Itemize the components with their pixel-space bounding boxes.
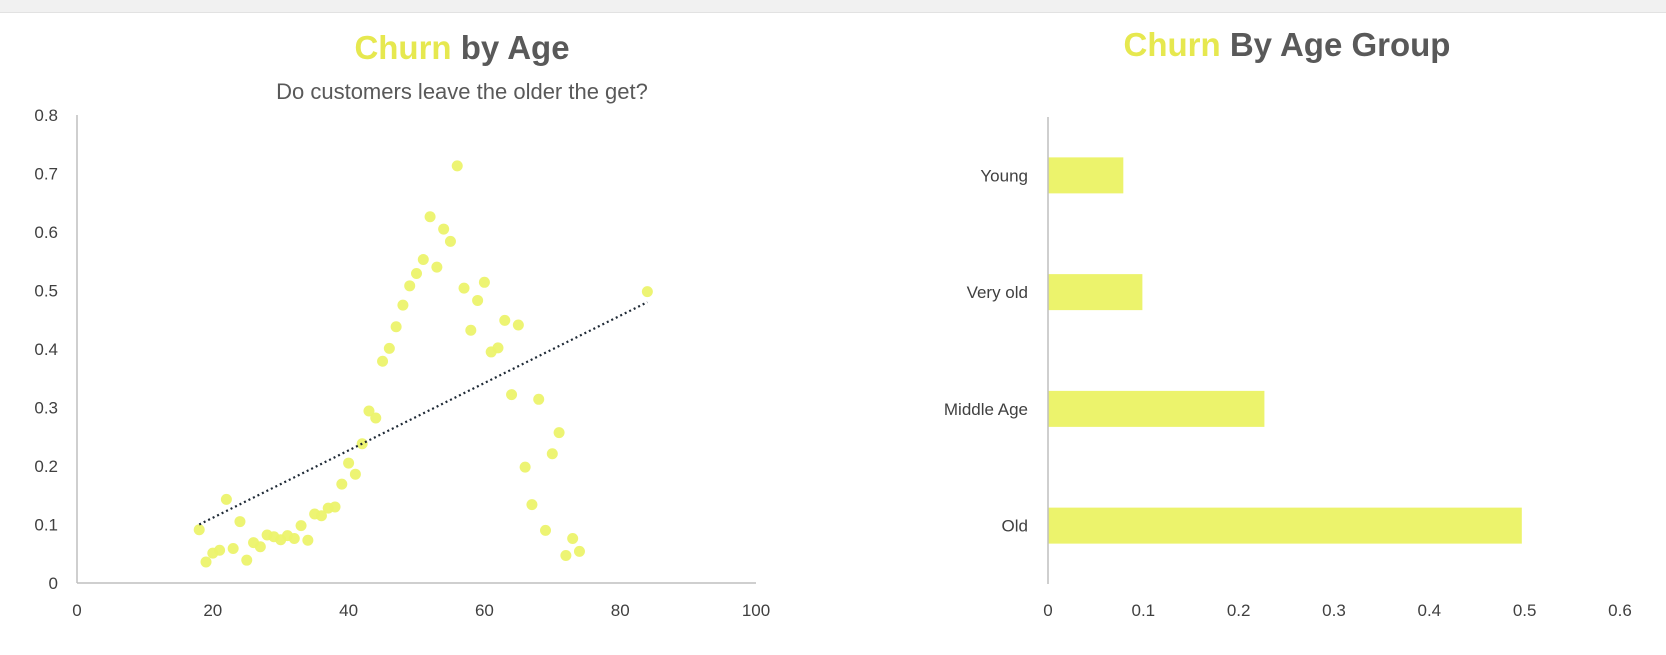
scatter-point	[492, 342, 504, 354]
scatter-point	[349, 468, 361, 480]
scatter-point	[641, 286, 653, 298]
scatter-point	[533, 393, 545, 405]
scatter-title-accent: Churn	[354, 29, 451, 66]
scatter-point	[438, 223, 450, 235]
scatter-y-tick-label: 0.7	[34, 165, 58, 184]
scatter-chart-title: Churn by Age	[354, 29, 569, 66]
scatter-point	[254, 541, 266, 553]
scatter-point	[424, 211, 436, 223]
scatter-chart-subtitle: Do customers leave the older the get?	[276, 79, 648, 104]
scatter-point	[234, 516, 246, 528]
bar	[1048, 390, 1265, 427]
scatter-point	[336, 478, 348, 490]
scatter-points	[193, 160, 653, 568]
scatter-y-axis-ticks: 0 0.1 0.2 0.3 0.4 0.5 0.6 0.7 0.8	[34, 106, 58, 593]
scatter-point	[377, 355, 389, 367]
scatter-point	[465, 324, 477, 336]
scatter-y-tick-label: 0.4	[34, 340, 58, 359]
scatter-point	[411, 268, 422, 280]
scatter-point	[200, 556, 212, 568]
scatter-point	[451, 160, 463, 172]
top-strip	[0, 0, 1666, 13]
scatter-point	[302, 534, 314, 546]
scatter-point	[540, 524, 552, 536]
bar-category-label: Old	[1002, 517, 1028, 536]
scatter-point	[512, 319, 524, 331]
scatter-point	[526, 499, 538, 511]
scatter-point	[519, 461, 531, 473]
bar-x-tick-label: 0.3	[1322, 601, 1346, 620]
bar-x-tick-label: 0.1	[1132, 601, 1156, 620]
scatter-y-tick-label: 0	[49, 574, 58, 593]
scatter-point	[295, 520, 307, 532]
bar	[1048, 274, 1143, 311]
scatter-point	[560, 550, 572, 562]
scatter-x-tick-label: 40	[339, 601, 358, 620]
scatter-point	[417, 253, 429, 265]
scatter-x-tick-label: 100	[742, 601, 770, 620]
bar-chart-title: Churn By Age Group	[1124, 26, 1451, 63]
bar-title-rest: By Age Group	[1221, 26, 1451, 63]
scatter-point	[546, 448, 558, 460]
scatter-y-tick-label: 0.8	[34, 106, 58, 125]
scatter-point	[343, 457, 355, 469]
bar-x-tick-label: 0.5	[1513, 601, 1537, 620]
bar-series	[1048, 157, 1522, 544]
bar-category-label: Young	[980, 166, 1028, 185]
scatter-y-tick-label: 0.5	[34, 282, 58, 301]
scatter-title-rest: by Age	[452, 29, 570, 66]
scatter-point	[573, 545, 585, 557]
scatter-point	[506, 389, 518, 401]
bar-x-axis-ticks: 0 0.1 0.2 0.3 0.4 0.5 0.6	[1043, 601, 1632, 620]
bar-x-tick-label: 0.2	[1227, 601, 1251, 620]
scatter-x-tick-label: 0	[72, 601, 81, 620]
scatter-point	[214, 544, 226, 556]
scatter-point	[329, 501, 341, 513]
scatter-point	[390, 321, 402, 333]
bar-category-label: Very old	[967, 283, 1028, 302]
bar-x-tick-label: 0.4	[1418, 601, 1442, 620]
scatter-point	[431, 261, 443, 273]
scatter-y-tick-label: 0.3	[34, 399, 58, 418]
scatter-chart: Churn by Age Do customers leave the olde…	[34, 29, 770, 620]
scatter-x-tick-label: 20	[203, 601, 222, 620]
bar-title-accent: Churn	[1124, 26, 1221, 63]
scatter-point	[499, 314, 511, 326]
bar	[1048, 157, 1124, 194]
scatter-point	[241, 554, 253, 566]
scatter-point	[472, 294, 484, 306]
scatter-point	[288, 533, 300, 545]
bar-category-label: Middle Age	[944, 400, 1028, 419]
scatter-x-tick-label: 80	[611, 601, 630, 620]
scatter-y-tick-label: 0.2	[34, 457, 58, 476]
scatter-trendline	[198, 301, 648, 526]
scatter-point	[370, 412, 382, 424]
scatter-point	[553, 427, 565, 439]
scatter-point	[458, 282, 470, 294]
scatter-point	[478, 276, 490, 288]
scatter-point	[220, 493, 232, 505]
scatter-y-tick-label: 0.1	[34, 516, 58, 535]
bar-chart: Churn By Age Group 0 0.1 0.2 0.3 0.4 0.5 0.6 Y…	[944, 26, 1632, 620]
bar-x-tick-label: 0.6	[1608, 601, 1632, 620]
scatter-point	[383, 342, 395, 354]
scatter-point	[193, 524, 205, 536]
scatter-point	[444, 235, 456, 247]
scatter-point	[363, 405, 375, 417]
bar	[1048, 507, 1522, 544]
scatter-point	[315, 510, 327, 522]
bar-category-labels: Young Very old Middle Age Old	[944, 166, 1028, 535]
scatter-x-tick-label: 60	[475, 601, 494, 620]
bar-x-tick-label: 0	[1043, 601, 1052, 620]
scatter-point	[567, 533, 579, 545]
scatter-point	[397, 299, 409, 311]
scatter-y-tick-label: 0.6	[34, 223, 58, 242]
scatter-point	[227, 542, 239, 554]
scatter-x-axis-ticks: 0 20 40 60 80 100	[72, 601, 770, 620]
scatter-point	[404, 280, 416, 292]
